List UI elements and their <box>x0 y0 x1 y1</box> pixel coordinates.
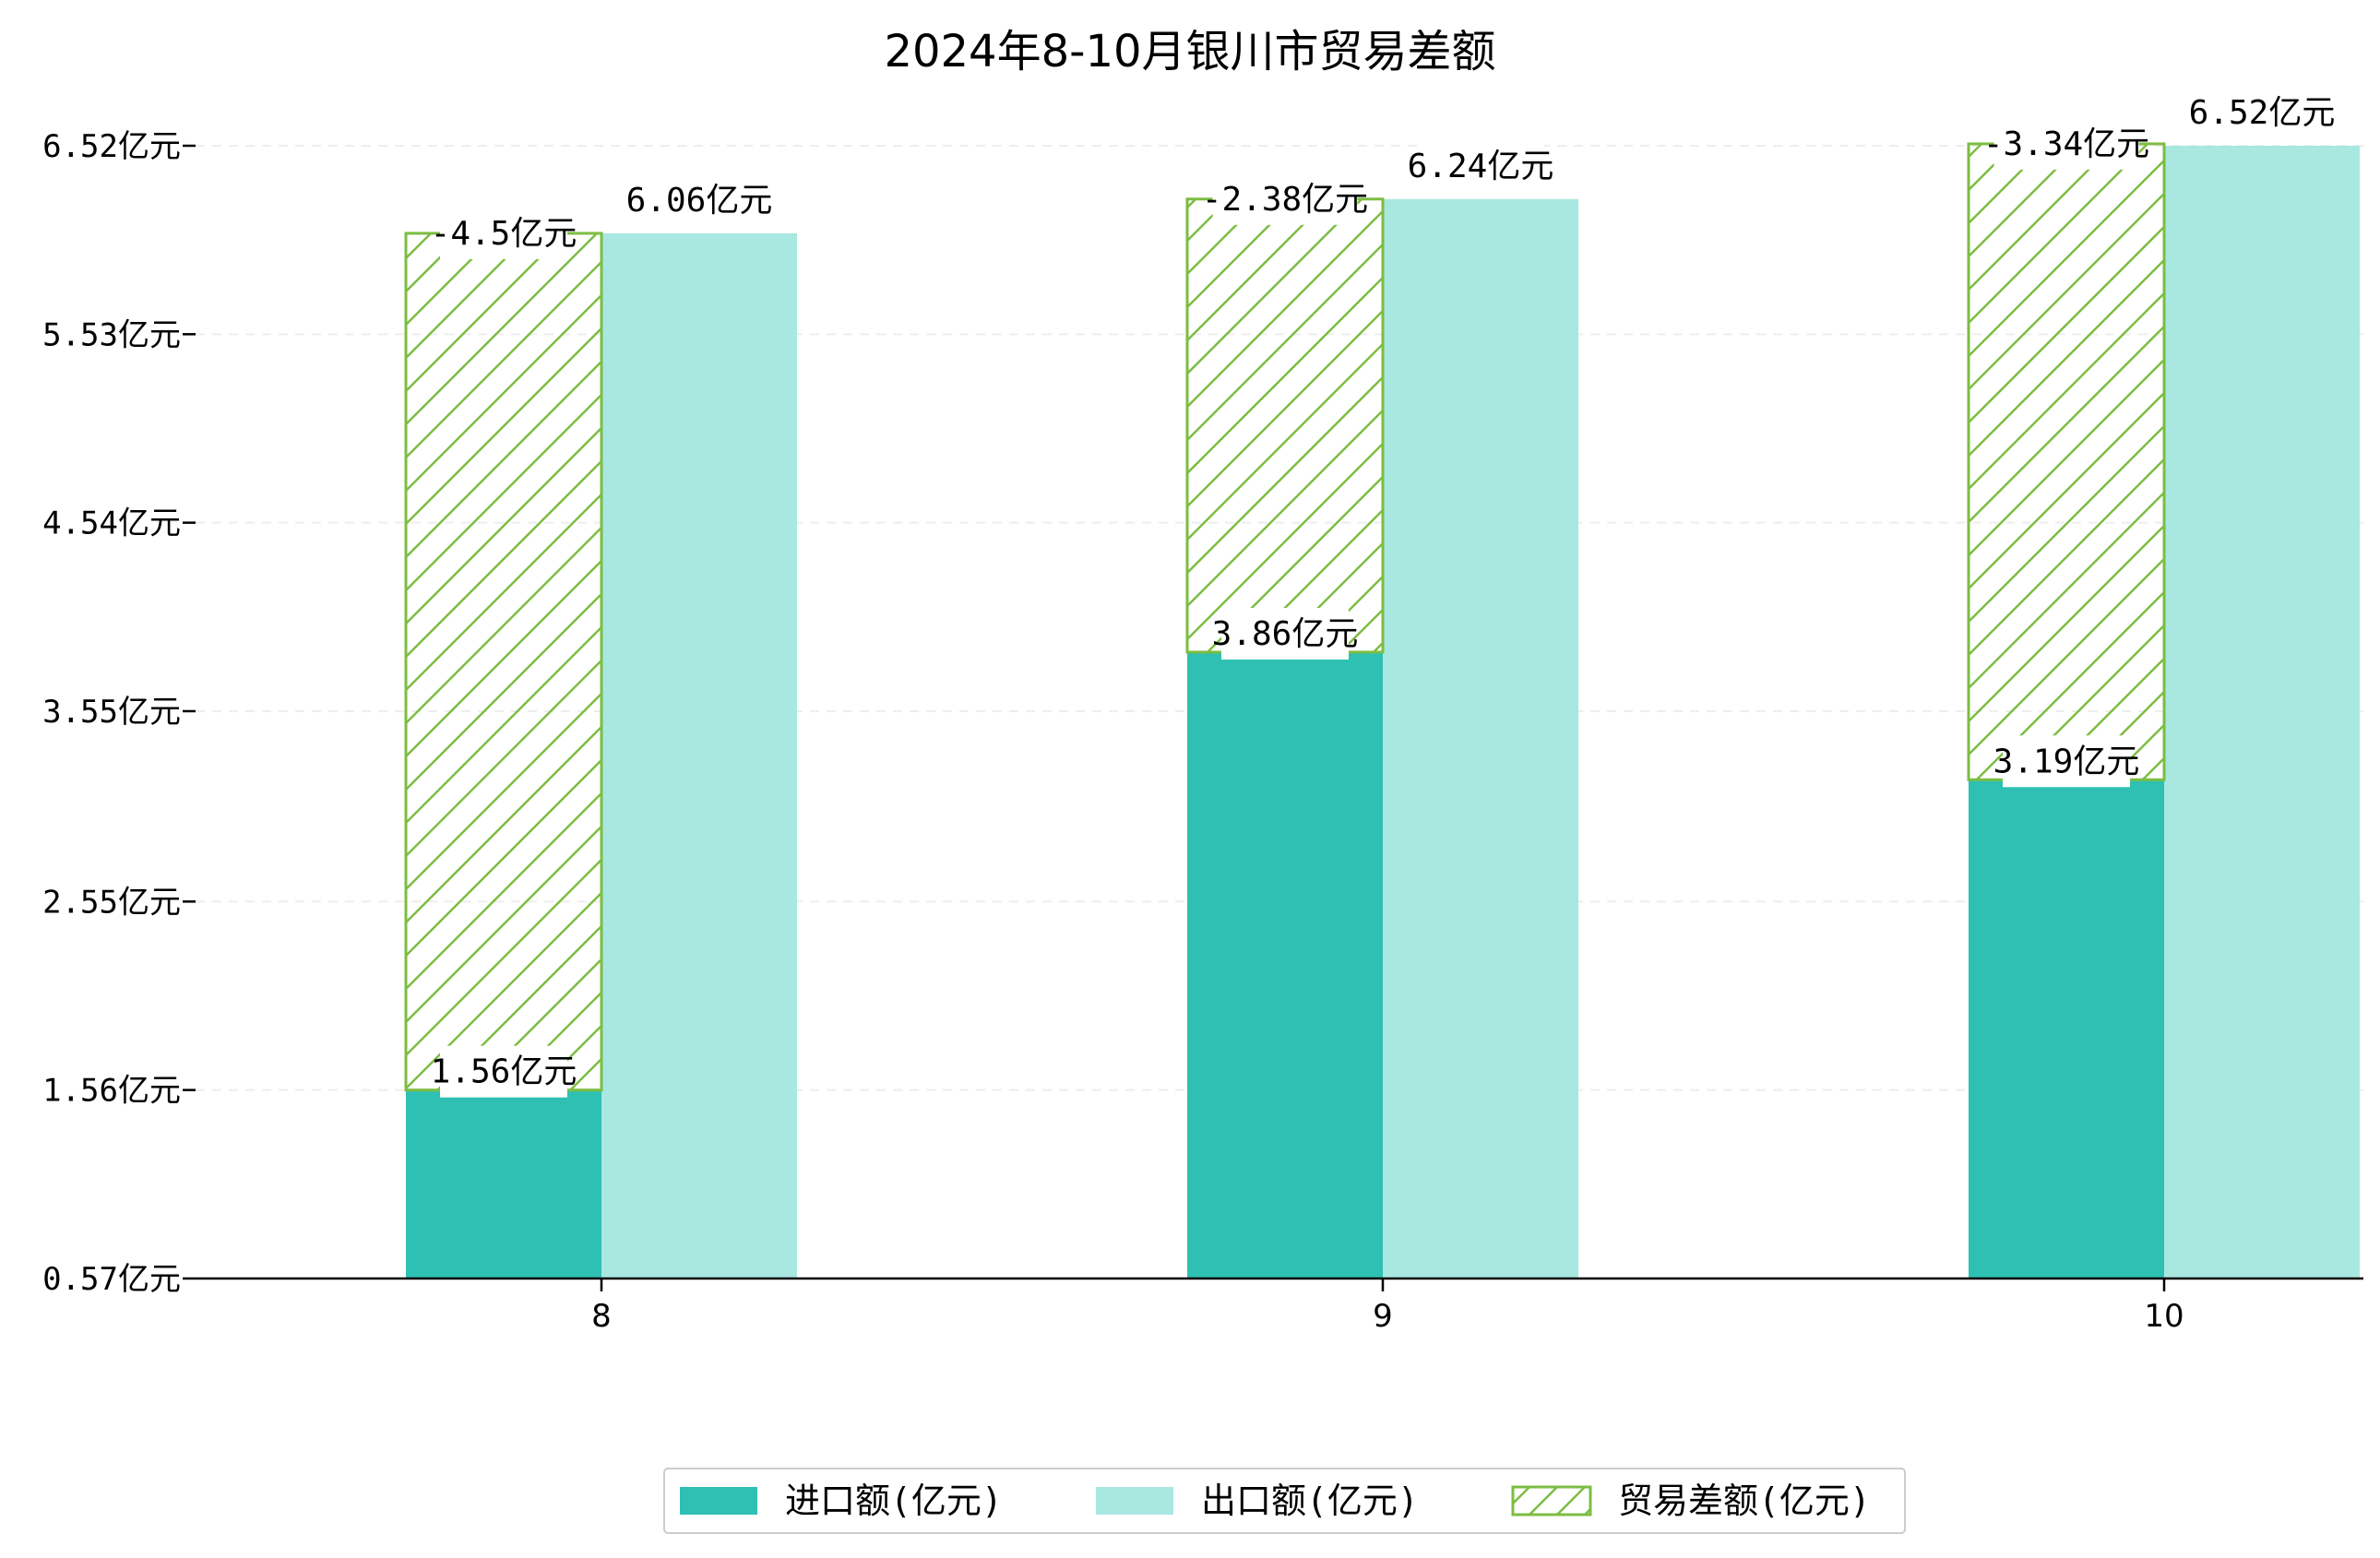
import-bar <box>406 1089 601 1279</box>
y-tick-label: 6.52亿元 <box>42 128 181 165</box>
trade-balance-bar <box>1967 142 2166 781</box>
data-labels: 1.56亿元 6.06亿元 -4.5亿元 3.86亿元 6.24亿元 -2.38亿元 3.1… <box>431 87 2336 1098</box>
y-axis: 0.57亿元 1.56亿元 2.55亿元 3.55亿元 4.54亿元 5.53亿元 6.52… <box>42 128 196 1298</box>
export-value-label: 6.24亿元 <box>1408 148 1554 185</box>
chart-title: 2024年8-10月银川市贸易差额 <box>884 26 1495 77</box>
import-value-label-bg <box>440 1045 567 1098</box>
x-tick-label: 10 <box>2144 1298 2184 1335</box>
x-tick-label: 8 <box>591 1298 612 1335</box>
y-tick-label: 1.56亿元 <box>42 1073 181 1110</box>
trade-balance-value-label-bg <box>1212 172 1358 225</box>
trade-balance-bar <box>1185 197 1385 654</box>
export-bar <box>2164 146 2360 1279</box>
legend-frame <box>663 1468 1906 1534</box>
legend: 进口额(亿元) 出口额(亿元) 贸易差额(亿元) <box>663 1468 1906 1534</box>
trade-balance-value-label-bg <box>1993 117 2139 170</box>
legend-label-export: 出口额(亿元) <box>1201 1481 1419 1521</box>
trade-balance-bar <box>404 232 603 1092</box>
y-tick-label: 0.57亿元 <box>42 1261 181 1298</box>
trade-balance-value-label-bg <box>440 207 567 259</box>
import-bar <box>1969 779 2164 1279</box>
legend-label-balance: 贸易差额(亿元) <box>1618 1481 1871 1521</box>
export-value-label-bg <box>636 173 763 226</box>
export-bar <box>1383 198 1578 1279</box>
export-value-label-bg <box>2198 87 2326 138</box>
export-value-label: 6.52亿元 <box>2189 94 2336 132</box>
legend-swatch-export <box>1096 1487 1173 1515</box>
bars <box>404 142 2360 1279</box>
export-value-label: 6.06亿元 <box>626 182 773 220</box>
y-tick-label: 2.55亿元 <box>42 884 181 921</box>
import-value-label-bg <box>2003 735 2130 788</box>
legend-swatch-balance <box>1511 1485 1592 1516</box>
legend-label-import: 进口额(亿元) <box>785 1481 1003 1521</box>
export-value-label-bg <box>1417 139 1544 192</box>
y-tick-label: 3.55亿元 <box>42 694 181 731</box>
import-value-label: 1.56亿元 <box>431 1053 577 1091</box>
trade-balance-value-label: -4.5亿元 <box>431 215 577 253</box>
legend-swatch-import <box>680 1487 757 1515</box>
import-bar <box>1187 651 1383 1279</box>
y-tick-label: 4.54亿元 <box>42 505 181 542</box>
x-tick-label: 9 <box>1373 1298 1393 1335</box>
import-value-label: 3.86亿元 <box>1212 615 1359 653</box>
trade-balance-value-label: -2.38亿元 <box>1202 181 1368 219</box>
export-bar <box>601 232 797 1279</box>
import-value-label: 3.19亿元 <box>1993 743 2140 780</box>
trade-balance-value-label: -3.34亿元 <box>1983 125 2149 163</box>
y-tick-label: 5.53亿元 <box>42 316 181 353</box>
x-axis: 8 9 10 <box>591 1279 2184 1335</box>
import-value-label-bg <box>1221 607 1349 660</box>
